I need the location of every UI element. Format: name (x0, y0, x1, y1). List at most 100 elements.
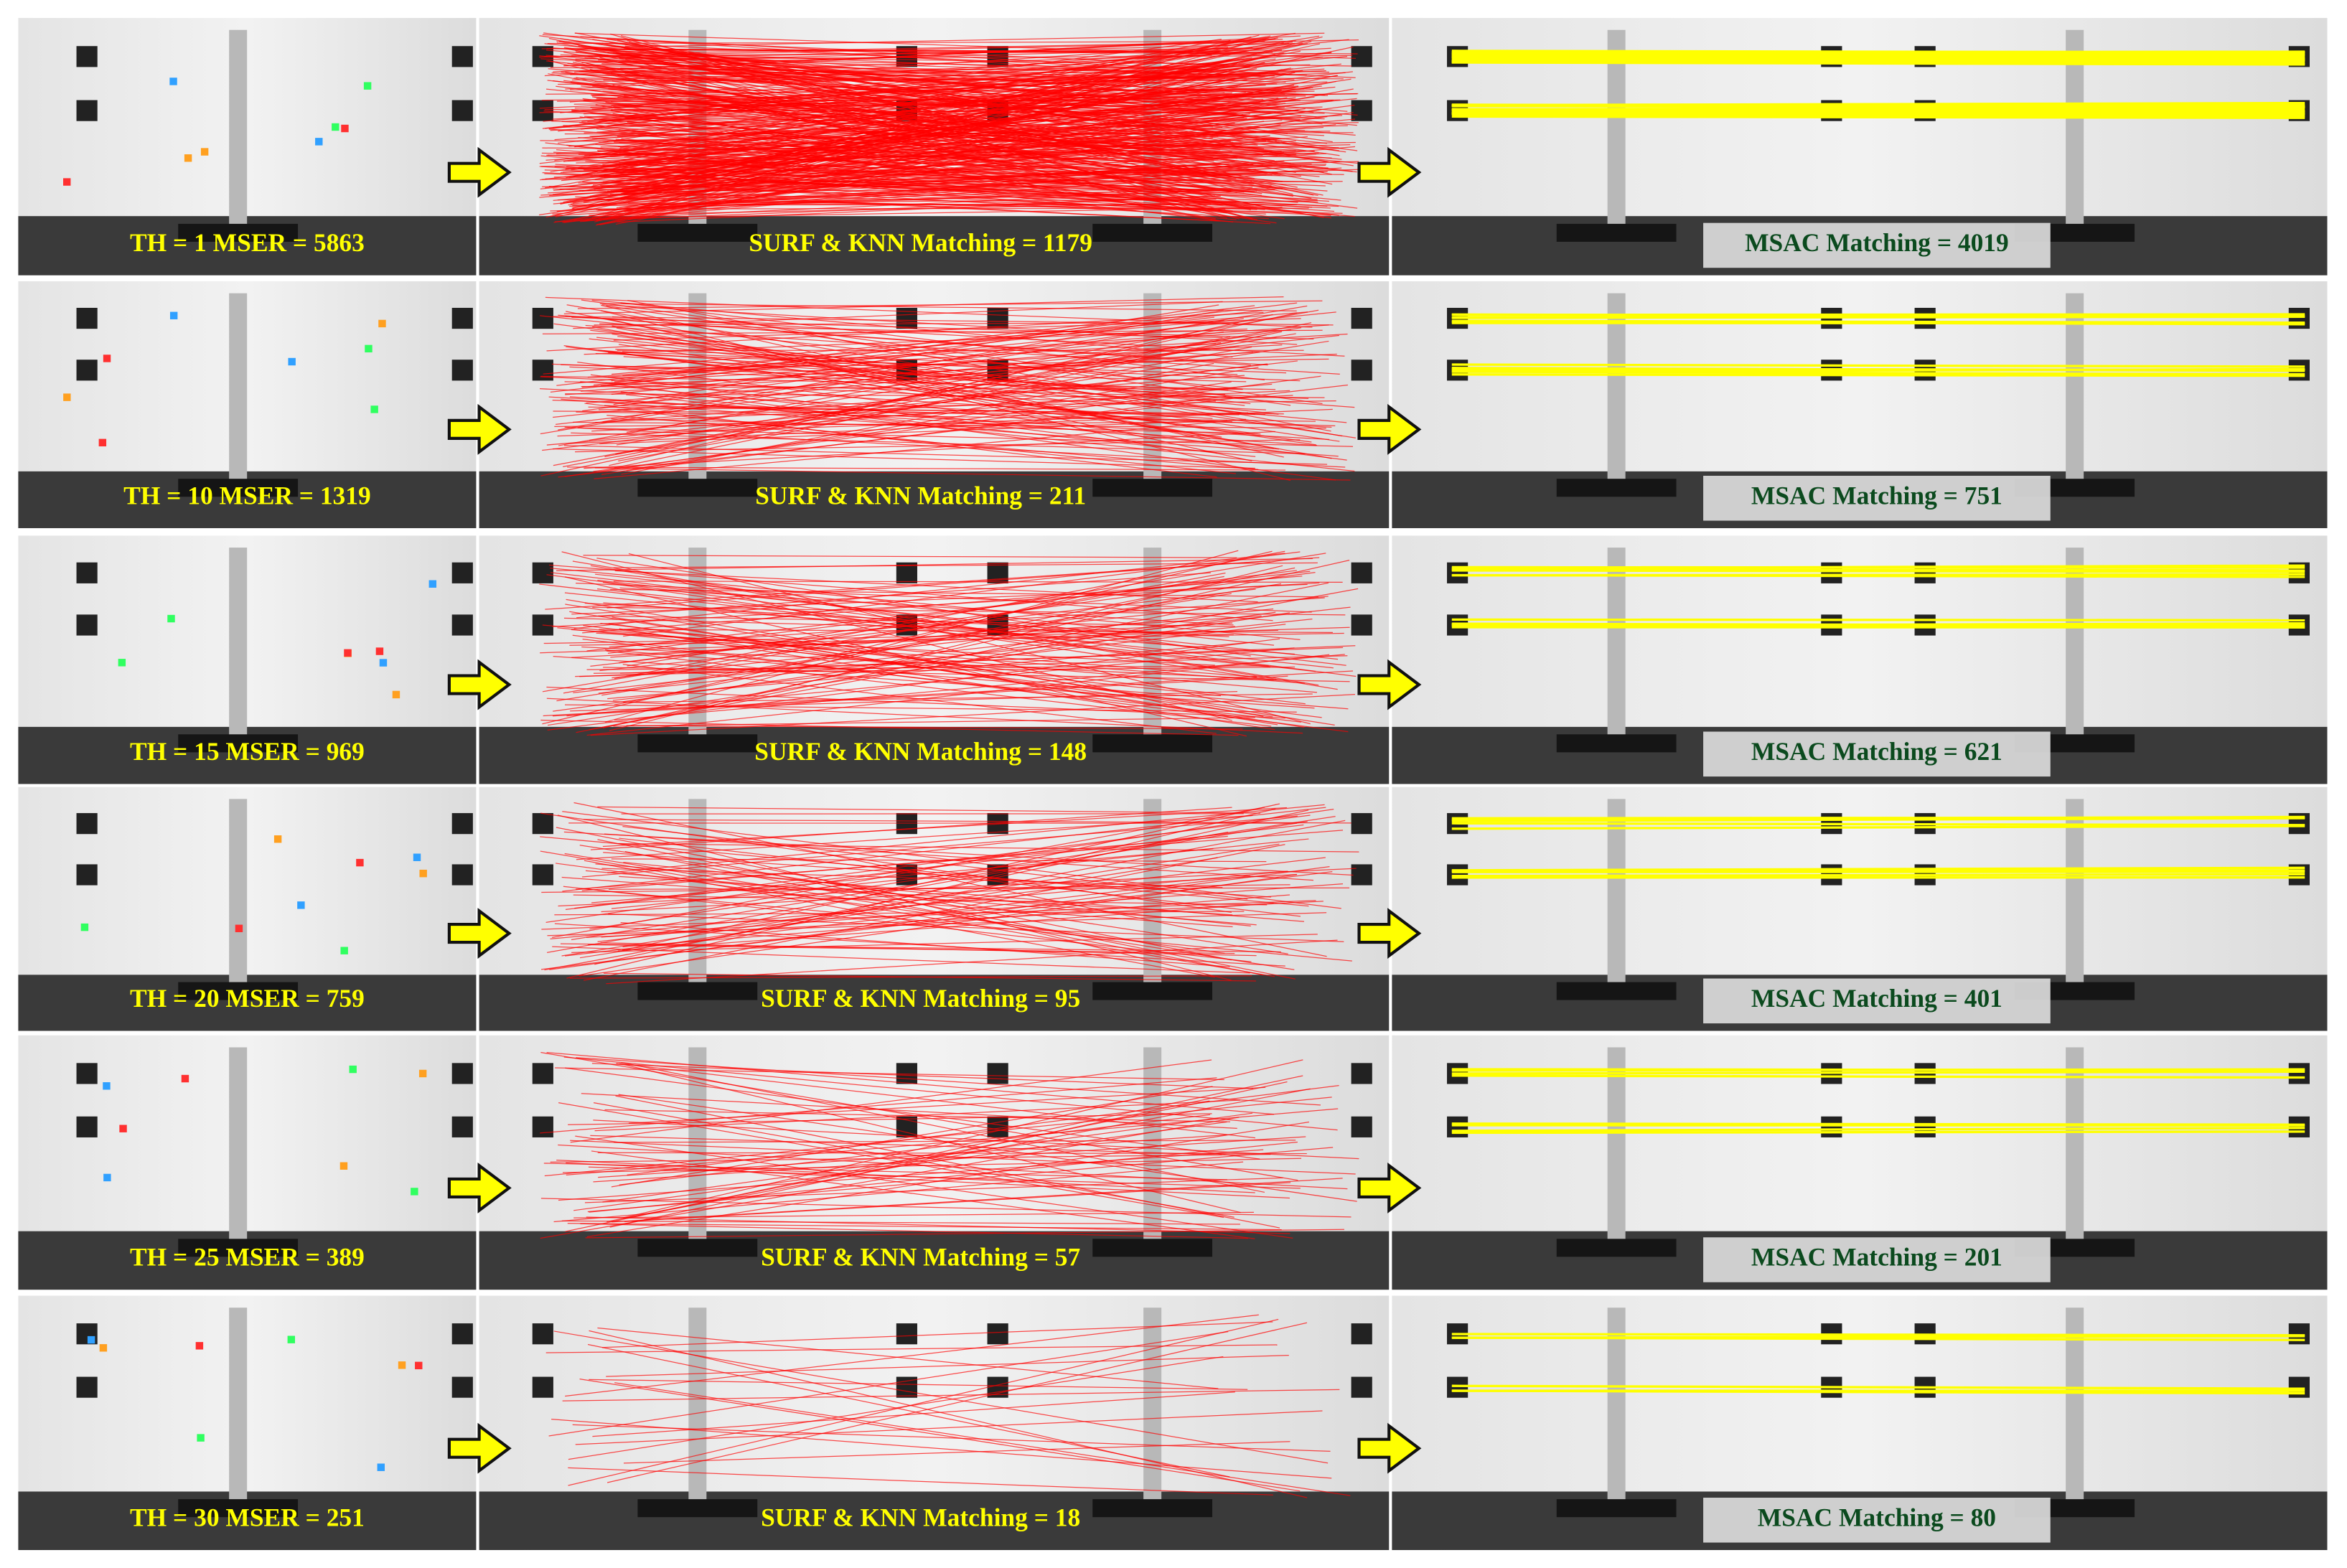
match-line (564, 132, 1354, 135)
match-line (617, 195, 1221, 223)
match-line (575, 439, 1301, 453)
match-line (571, 316, 1314, 339)
region (411, 1188, 418, 1196)
match-line (568, 1318, 1279, 1486)
match-line (547, 912, 1327, 936)
inlier-line (1451, 373, 2305, 377)
match-line (628, 358, 1329, 370)
match-line (557, 627, 1222, 697)
region (415, 1361, 423, 1370)
match-line (550, 567, 1301, 641)
mser-label: TH = 30 MSER = 251 (130, 1503, 365, 1531)
match-line (556, 558, 1313, 571)
match-line (590, 694, 1356, 736)
match-line (566, 1162, 1290, 1199)
match-line (550, 1153, 1271, 1163)
region (356, 858, 364, 867)
image-panel (479, 787, 1390, 1031)
target (1447, 562, 1468, 583)
target (76, 562, 98, 583)
match-line (612, 110, 1237, 194)
match-line (572, 421, 1326, 429)
match-line (607, 52, 1317, 118)
tower (1607, 29, 1626, 236)
match-line (566, 311, 1210, 440)
match-line (541, 900, 1316, 930)
inlier-line (1451, 105, 2305, 109)
match-line (614, 570, 1258, 603)
match-line (554, 911, 1245, 916)
match-line (550, 316, 1214, 393)
target (1821, 1116, 1842, 1137)
tower (2066, 1308, 2084, 1511)
tower (1143, 1308, 1162, 1511)
base (1556, 479, 1677, 497)
match-line (604, 49, 1257, 55)
match-line (599, 303, 1297, 311)
region (287, 1335, 296, 1343)
target (451, 1323, 473, 1345)
match-line (558, 1102, 1224, 1218)
image-panel (18, 281, 477, 528)
match-line (619, 98, 1279, 199)
msac-label: MSAC Matching = 201 (1751, 1243, 2002, 1272)
tower (1607, 799, 1626, 995)
match-line (612, 119, 1283, 182)
region (341, 124, 349, 133)
target (987, 1116, 1008, 1137)
match-line (597, 839, 1296, 980)
region (288, 357, 296, 366)
match-line (585, 1229, 1344, 1239)
match-line (556, 40, 1356, 78)
target (451, 1116, 473, 1137)
region (363, 82, 372, 90)
match-line (619, 587, 1234, 626)
base (637, 223, 758, 242)
surf-label: SURF & KNN Matching = 211 (755, 481, 1086, 510)
base (1092, 1239, 1213, 1257)
inlier-line (1451, 108, 2305, 113)
base (1556, 223, 1677, 242)
target (1351, 1376, 1372, 1398)
region (370, 405, 378, 413)
target (451, 360, 473, 381)
match-line (542, 34, 1293, 75)
match-line (569, 396, 1317, 446)
match-line (556, 115, 1343, 154)
image-panel (479, 18, 1390, 276)
match-line (572, 164, 1250, 207)
match-line (606, 305, 1291, 406)
target (1351, 46, 1372, 67)
inlier-line (1451, 564, 2305, 570)
arrow (1357, 908, 1422, 959)
match-line (565, 604, 1335, 726)
match-line (613, 581, 1343, 583)
inlier-line (1451, 1335, 2305, 1339)
match-line (616, 327, 1332, 459)
match-line (540, 315, 1242, 390)
target (76, 46, 98, 67)
match-line (596, 150, 1262, 196)
match-line (600, 942, 1257, 957)
region (378, 319, 386, 328)
arrow (447, 908, 512, 959)
match-line (583, 555, 1237, 558)
match-line (623, 1441, 1290, 1464)
base (637, 1239, 758, 1257)
target (451, 614, 473, 636)
match-line (591, 198, 1226, 210)
region (169, 78, 177, 85)
target (1351, 100, 1372, 121)
match-line (624, 629, 1257, 678)
base (178, 1239, 299, 1257)
region (365, 344, 373, 353)
surf-label: SURF & KNN Matching = 18 (761, 1503, 1080, 1531)
match-line (540, 850, 1275, 977)
target (896, 1323, 917, 1345)
match-line (589, 1379, 1248, 1390)
label-box (1703, 1237, 2051, 1282)
match-line (558, 868, 1357, 907)
match-line (606, 560, 1270, 609)
match-line (617, 902, 1274, 952)
inlier-line (1451, 1127, 2305, 1132)
